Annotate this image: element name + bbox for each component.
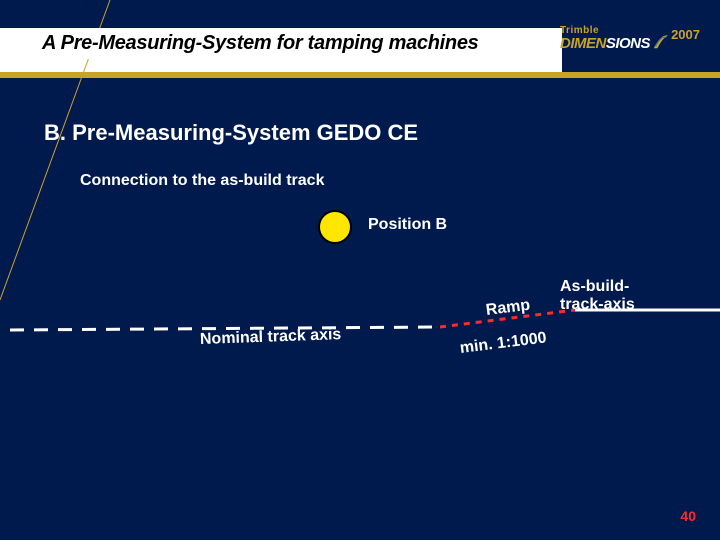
asbuild-axis-label: As-build- track-axis [560, 278, 635, 315]
trimble-logo: Trimble DIMENSIONS 2007 [560, 26, 700, 68]
logo-year: 2007 [671, 28, 700, 41]
track-lines-svg [0, 200, 720, 460]
title-underline [0, 72, 720, 78]
logo-word-b: SIONS [606, 35, 650, 52]
section-heading: B. Pre-Measuring-System GEDO CE [44, 120, 418, 146]
slide-title: A Pre-Measuring-System for tamping machi… [38, 28, 486, 59]
asbuild-label-line1: As-build- [560, 278, 629, 295]
track-diagram: Position B As-build- track-axis Ramp Nom… [0, 200, 720, 460]
slide-number: 40 [680, 508, 696, 524]
section-subheading: Connection to the as-build track [80, 172, 324, 190]
asbuild-label-line2: track-axis [560, 296, 635, 313]
logo-swoosh-icon [652, 32, 670, 50]
logo-word-a: DIMEN [560, 35, 606, 52]
